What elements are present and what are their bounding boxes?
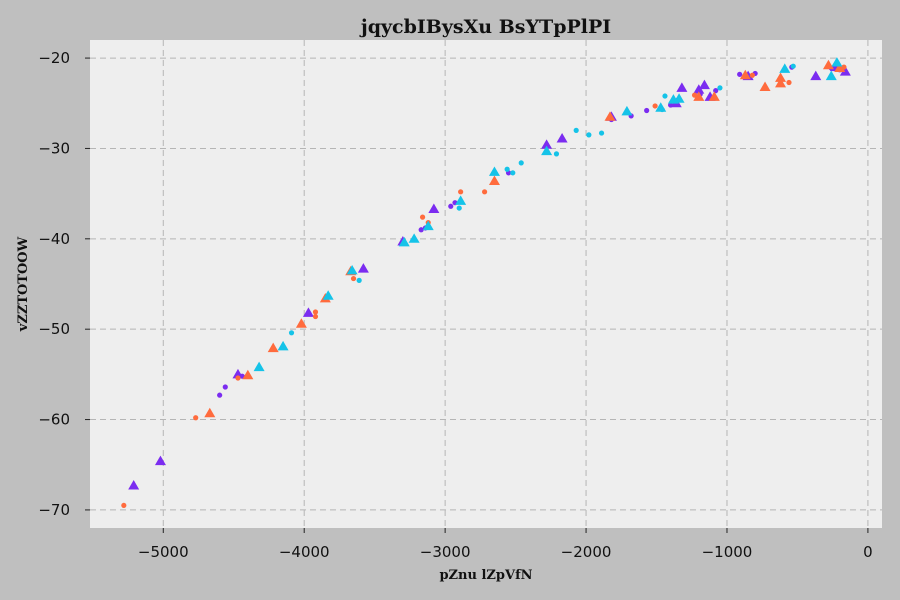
triangle-point [676,82,688,92]
y-tick-label: −60 [38,411,70,429]
triangle-point [775,77,787,88]
dot-point [586,132,592,138]
dot-point [419,214,426,220]
triangle-point [556,133,568,143]
triangle-point [488,175,500,185]
dot-point [659,106,665,113]
triangle-point [693,84,705,94]
dot-point [448,203,454,209]
dot-point [668,102,674,108]
x-tick-label: −4000 [279,543,330,561]
dot-point [662,93,668,99]
dot-point [518,160,524,166]
data-points [121,57,851,509]
triangle-point [673,93,685,103]
axis-ticks: −5000 −4000 −3000 −2000 −1000 0 −20 −30 −40 −50 −6… [38,49,872,561]
dot-point [481,189,488,195]
y-tick-label: −20 [38,49,70,67]
dot-point [312,313,319,320]
dot-point [841,64,847,70]
x-tick-label: −5000 [138,543,189,561]
dot-point [356,277,362,283]
x-axis-label: pZnu lZpVfN [439,568,532,583]
triangle-point [346,264,358,275]
dot-point [121,502,127,509]
dot-point [598,130,605,136]
triangle-point [831,57,843,67]
chart-title: jqycbIBysXu BsYTpPlPI [359,16,611,38]
triangle-point [295,318,307,328]
plot-area [90,40,882,528]
dot-point [217,392,223,398]
dot-point [458,189,464,195]
y-tick-label: −50 [38,320,70,338]
triangle-point [604,111,616,121]
triangle-point [739,69,751,80]
dot-point [288,330,295,336]
dot-point [786,79,792,86]
triangle-point [839,66,851,76]
x-tick-label: −3000 [420,543,471,561]
dot-point [644,107,650,114]
triangle-point [759,81,771,91]
triangle-point [810,70,822,81]
triangle-point [322,290,334,300]
triangle-point [775,72,787,82]
dot-point [790,63,796,69]
x-tick-label: −1000 [702,543,753,561]
grid [90,40,882,528]
triangle-point [154,455,166,466]
triangle-point [825,70,837,81]
triangle-point [267,342,279,353]
dot-point [350,275,357,282]
x-tick-label: −2000 [561,543,612,561]
triangle-point [708,91,720,101]
dot-point [717,85,723,91]
y-axis-label: vZZTOTOOW [16,236,31,332]
dot-point [749,72,755,78]
triangle-point [455,195,467,205]
dot-point [456,205,462,211]
dot-point [652,103,658,109]
dot-point [235,375,241,381]
y-tick-label: −40 [38,230,70,248]
triangle-point [698,79,710,90]
triangle-point [302,307,314,317]
dot-point [553,151,560,157]
triangle-point [541,139,553,149]
triangle-point [779,63,791,73]
triangle-point [428,203,440,213]
y-tick-label: −70 [38,501,70,519]
x-tick-label: 0 [863,543,873,561]
triangle-point [204,407,216,418]
dot-point [737,71,743,77]
triangle-point [693,91,705,101]
dot-point [312,309,319,315]
triangle-point [422,220,434,231]
dot-point [193,415,199,421]
dot-point [504,166,510,172]
triangle-point [621,105,633,116]
triangle-point [242,369,254,380]
dot-point [418,227,424,233]
triangle-point [488,166,500,176]
triangle-point [277,340,289,351]
triangle-point [128,480,140,490]
triangle-point [398,236,410,247]
triangle-point [822,59,834,70]
triangle-point [357,263,369,273]
y-tick-label: −30 [38,139,70,157]
dot-point [510,170,516,176]
triangle-point [834,62,846,72]
dot-point [573,127,579,133]
triangle-point [541,145,553,156]
dot-point [222,384,228,390]
triangle-point [253,361,265,372]
dot-point [691,92,698,98]
triangle-point [408,233,420,243]
